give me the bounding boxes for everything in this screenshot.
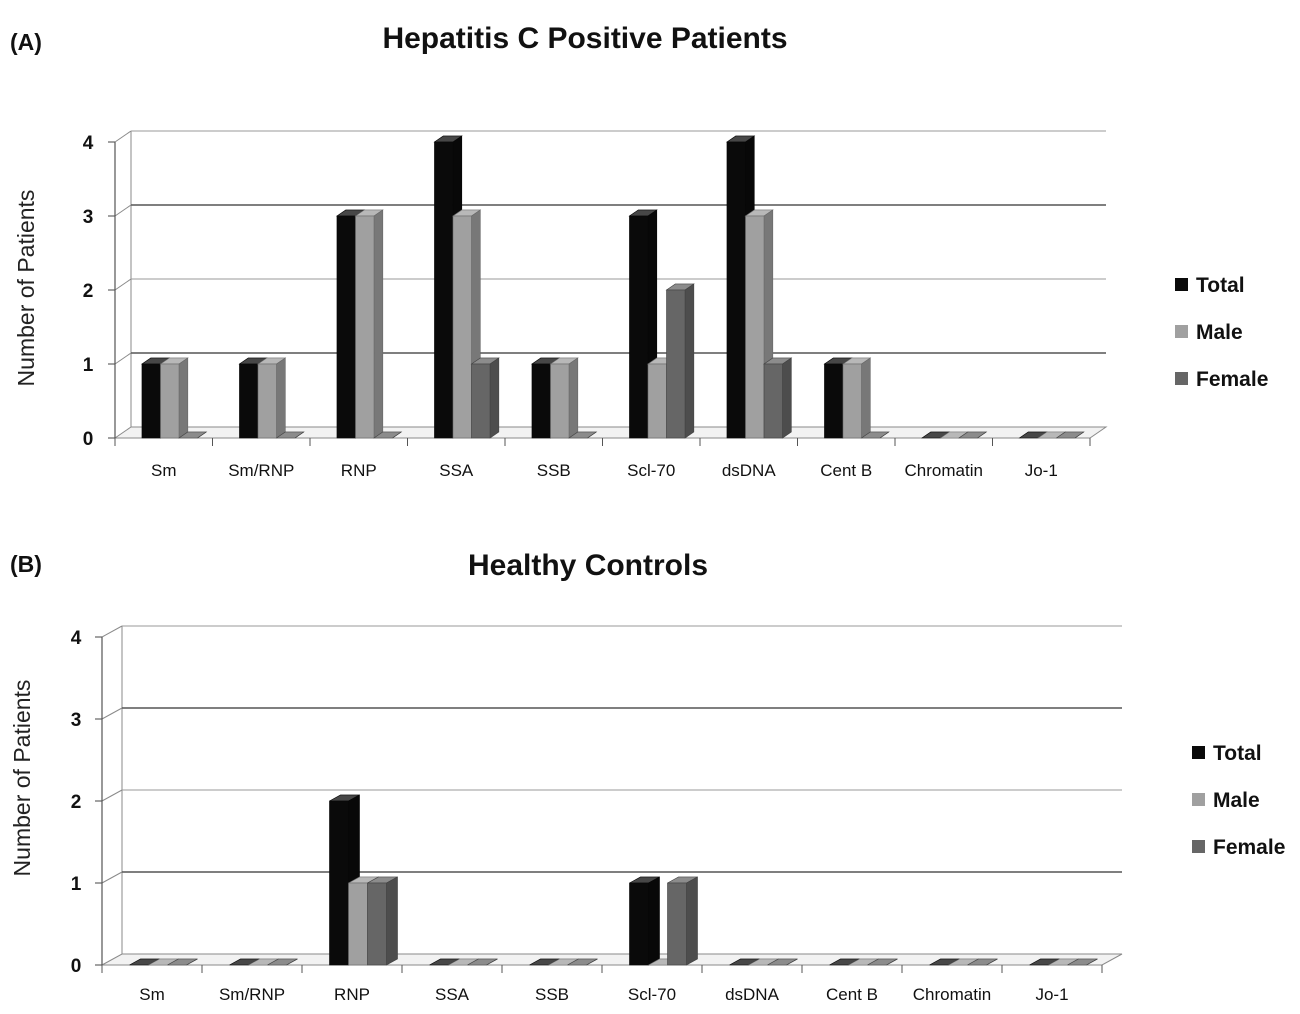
panel-label: (B) [10, 551, 42, 577]
category-label: Cent B [820, 461, 872, 480]
bar-female-sm [178, 431, 208, 439]
category-label: SSB [535, 985, 569, 1004]
category-label: RNP [341, 461, 377, 480]
y-tick-label: 4 [71, 628, 82, 649]
bar-male-sm [159, 357, 189, 439]
bar-total-scl-70 [629, 876, 660, 966]
category-label: Cent B [826, 985, 878, 1004]
legend-swatch-female [1175, 372, 1188, 385]
category-label: Sm/RNP [228, 461, 294, 480]
bar-female-scl-70 [665, 283, 695, 439]
y-axis-label: Number of Patients [13, 190, 39, 387]
gridline-depth [101, 707, 123, 720]
bar-female-rnp [367, 876, 398, 966]
bar-female-scl-70 [667, 876, 698, 966]
y-tick-label: 2 [71, 792, 82, 813]
legend-label-female: Female [1213, 836, 1285, 859]
category-label: Scl-70 [627, 461, 675, 480]
y-tick-label: 0 [83, 429, 94, 450]
category-label: Jo-1 [1035, 985, 1068, 1004]
y-tick-label: 3 [83, 207, 94, 228]
category-label: Chromatin [913, 985, 991, 1004]
chart-title: Healthy Controls [468, 549, 708, 582]
legend-label-female: Female [1196, 368, 1268, 391]
y-axis-label: Number of Patients [9, 680, 35, 877]
panel-label: (A) [10, 29, 42, 55]
category-label: Sm/RNP [219, 985, 285, 1004]
category-label: SSA [435, 985, 470, 1004]
category-label: dsDNA [725, 985, 780, 1004]
legend-swatch-total [1192, 746, 1205, 759]
category-label: Chromatin [905, 461, 983, 480]
bar-female-dsdna [763, 357, 793, 439]
legend-swatch-total [1175, 278, 1188, 291]
gridline-depth [114, 204, 132, 217]
bar-male-cent-b [842, 357, 872, 439]
bar-female-jo-1 [1055, 431, 1085, 439]
chart-panel-a: (A) Hepatitis C Positive Patients Number o… [10, 22, 1268, 480]
bar-female-rnp [373, 431, 403, 439]
category-label: Jo-1 [1025, 461, 1058, 480]
bar-female-ssb [568, 431, 598, 439]
gridline-depth [114, 278, 132, 291]
bar-female-cent-b [860, 431, 890, 439]
bar-male-sm-rnp [257, 357, 287, 439]
bar-female-chromatin [967, 958, 998, 966]
legend-label-male: Male [1213, 789, 1260, 812]
category-label: Scl-70 [628, 985, 676, 1004]
bar-male-ssb [549, 357, 579, 439]
legend-label-total: Total [1213, 742, 1262, 765]
bar-female-sm [167, 958, 198, 966]
category-label: dsDNA [722, 461, 777, 480]
bar-female-sm-rnp [267, 958, 298, 966]
bar-female-ssb [567, 958, 598, 966]
bar-female-dsdna [767, 958, 798, 966]
category-label: SSA [439, 461, 474, 480]
bar-female-chromatin [958, 431, 988, 439]
bar-female-ssa [467, 958, 498, 966]
y-tick-label: 1 [71, 874, 82, 895]
category-label: RNP [334, 985, 370, 1004]
legend-swatch-male [1175, 325, 1188, 338]
legend-swatch-male [1192, 793, 1205, 806]
bar-female-jo-1 [1067, 958, 1098, 966]
bar-male-rnp [354, 209, 384, 439]
category-label: Sm [139, 985, 165, 1004]
y-tick-label: 0 [71, 956, 82, 977]
legend-label-male: Male [1196, 321, 1243, 344]
y-tick-label: 1 [83, 355, 94, 376]
bar-female-sm-rnp [275, 431, 305, 439]
bar-female-ssa [470, 357, 500, 439]
category-label: SSB [537, 461, 571, 480]
y-tick-label: 3 [71, 710, 82, 731]
gridline-depth [114, 352, 132, 365]
legend-swatch-female [1192, 840, 1205, 853]
gridline-depth [101, 625, 123, 638]
bar-female-cent-b [867, 958, 898, 966]
y-tick-label: 4 [83, 133, 94, 154]
gridline-depth [114, 130, 132, 143]
chart-panel-b: (B) Healthy Controls Number of Patients 0 1 2… [9, 549, 1285, 1004]
gridline-depth [101, 871, 123, 884]
gridline-depth [101, 789, 123, 802]
chart-title: Hepatitis C Positive Patients [382, 22, 787, 55]
y-tick-label: 2 [83, 281, 94, 302]
category-label: Sm [151, 461, 177, 480]
legend-label-total: Total [1196, 274, 1245, 297]
